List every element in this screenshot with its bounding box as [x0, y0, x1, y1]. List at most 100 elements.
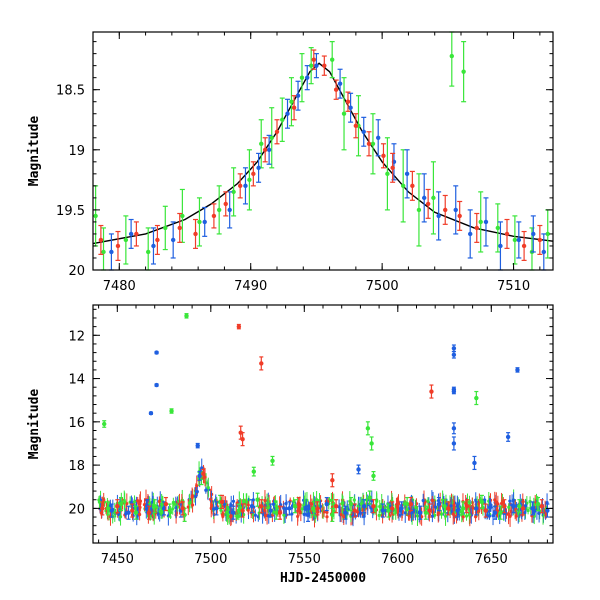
- data-point: [464, 504, 470, 509]
- noise-point: [193, 494, 198, 498]
- data-point: [314, 63, 319, 68]
- data-point: [259, 361, 264, 366]
- plot-frame: [92, 304, 554, 544]
- data-point: [259, 504, 264, 509]
- data-point: [521, 243, 527, 249]
- noise-point: [174, 511, 179, 515]
- data-point: [251, 469, 257, 474]
- data-point: [369, 441, 374, 446]
- data-point: [468, 231, 473, 237]
- data-point: [530, 506, 535, 511]
- noise-point: [507, 505, 511, 509]
- data-point: [308, 63, 314, 68]
- noise-point: [451, 512, 455, 516]
- data-point: [216, 207, 222, 213]
- data-point: [236, 508, 242, 513]
- data-point: [371, 504, 376, 509]
- noise-point: [262, 508, 266, 512]
- data-point: [146, 249, 151, 255]
- data-point: [231, 189, 236, 195]
- data-point: [366, 141, 372, 146]
- data-point: [436, 501, 442, 507]
- noise-point: [266, 506, 270, 510]
- data-point: [408, 501, 414, 507]
- data-point: [541, 249, 546, 255]
- data-point: [227, 207, 232, 213]
- noise-point: [315, 498, 319, 502]
- axis-ticks: 7450 7500 7550 7600 7650 12 14 16 18 20: [68, 305, 553, 567]
- noise-point: [358, 511, 363, 515]
- axis-ticks: 7480 7490 7500 7510 18.5 19 19.5 20: [56, 32, 553, 294]
- noise-point: [159, 510, 163, 514]
- data-point: [505, 434, 511, 440]
- data-point: [404, 501, 410, 507]
- data-point: [161, 506, 167, 511]
- full-light-curve-panel: 7450 7500 7550 7600 7650 12 14 16 18 20 Magnitude…: [27, 304, 554, 586]
- data-point: [371, 473, 376, 479]
- noise-point: [284, 506, 288, 511]
- noise-point: [414, 505, 418, 509]
- x-tick-label: 7450: [101, 552, 134, 567]
- data-point: [535, 501, 541, 507]
- noise-point: [186, 505, 190, 509]
- data-point: [333, 504, 339, 509]
- data-point: [416, 207, 422, 213]
- data-point: [449, 53, 454, 59]
- noise-point: [426, 499, 430, 503]
- data-point: [365, 426, 371, 431]
- noise-point: [471, 506, 475, 510]
- x-tick-label: 7500: [366, 279, 399, 294]
- data-point: [195, 443, 200, 448]
- data-point: [333, 87, 339, 92]
- y-tick-label: 18: [68, 459, 85, 474]
- noise-point: [439, 512, 444, 516]
- data-point: [453, 207, 458, 213]
- data-point: [498, 510, 503, 515]
- data-point: [353, 123, 359, 128]
- data-point: [511, 504, 516, 509]
- data-point: [292, 504, 298, 509]
- y-axis-label: Magnitude: [27, 116, 42, 187]
- data-point: [520, 506, 526, 511]
- data-point: [361, 504, 367, 509]
- y-tick-label: 14: [68, 373, 85, 388]
- data-point: [148, 410, 154, 416]
- noise-point: [118, 515, 123, 519]
- data-point: [295, 93, 301, 98]
- data-point: [311, 506, 316, 511]
- data-point: [330, 478, 335, 483]
- noise-point: [394, 510, 398, 514]
- data-point: [197, 219, 202, 225]
- x-tick-label: 7490: [234, 279, 267, 294]
- data-point: [492, 510, 498, 515]
- data-point: [291, 105, 297, 110]
- data-point: [197, 473, 202, 479]
- data-point: [167, 508, 172, 513]
- data-point: [474, 506, 479, 511]
- data-point: [422, 195, 427, 201]
- noise-point: [496, 502, 500, 506]
- data-point: [436, 213, 441, 219]
- data-point: [109, 249, 114, 255]
- data-point: [238, 183, 243, 189]
- data-point: [154, 350, 159, 355]
- data-point: [443, 207, 448, 213]
- data-point: [451, 426, 457, 431]
- data-point: [380, 508, 386, 513]
- data-point: [427, 508, 432, 513]
- noise-point: [302, 512, 306, 516]
- data-point: [128, 231, 134, 237]
- data-point: [100, 506, 105, 511]
- data-point: [289, 99, 294, 104]
- data-point: [287, 506, 292, 511]
- noise-point: [430, 498, 434, 502]
- data-point: [211, 213, 217, 219]
- noise-point: [246, 503, 250, 507]
- noise-point: [436, 511, 440, 515]
- noise-point: [210, 503, 214, 508]
- noise-point: [97, 500, 102, 504]
- noise-point: [443, 514, 448, 518]
- noise-point: [545, 501, 549, 505]
- data-point: [285, 111, 290, 116]
- y-tick-label: 20: [68, 264, 85, 279]
